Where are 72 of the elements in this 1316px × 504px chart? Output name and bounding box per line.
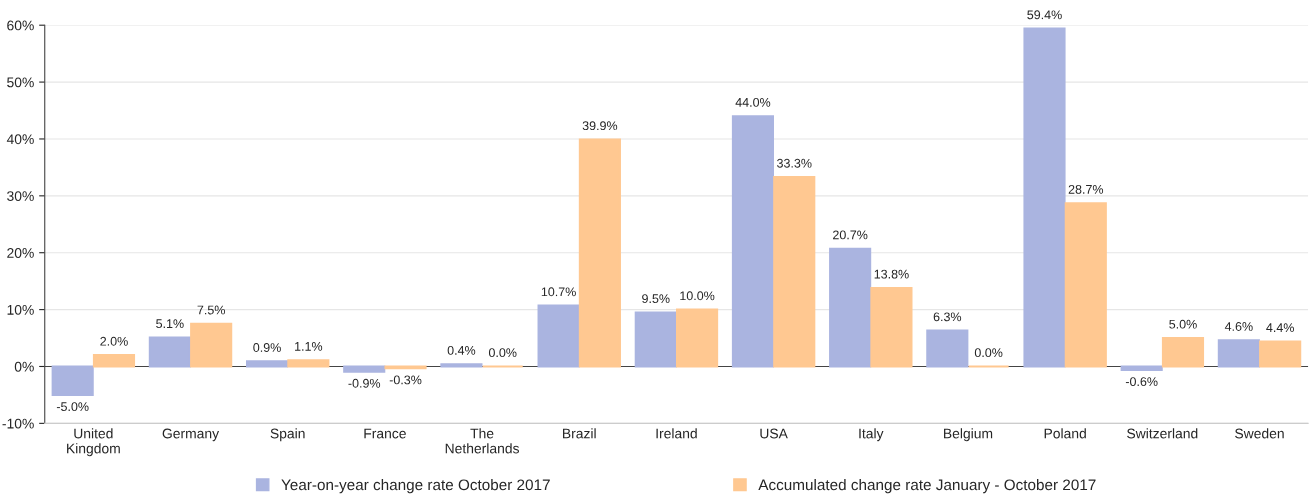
bar — [829, 247, 872, 368]
bar — [190, 322, 233, 368]
data-label: 10.0% — [680, 291, 715, 301]
legend-label: Year-on-year change rate October 2017 — [281, 479, 550, 494]
bar — [634, 311, 677, 368]
data-label: 6.3% — [933, 312, 962, 322]
bar — [773, 176, 816, 368]
y-tick-label: 30% — [7, 191, 34, 202]
x-tick-label: Switzerland — [1127, 428, 1198, 439]
bar — [245, 360, 289, 368]
bar — [148, 336, 191, 368]
data-label: 4.4% — [1266, 323, 1294, 332]
x-tick-label: Spain — [270, 428, 305, 442]
bar — [1064, 202, 1107, 368]
bar — [731, 115, 775, 368]
y-tick-label: 10% — [7, 304, 34, 315]
data-label: -0.6% — [1125, 377, 1158, 387]
x-tick-label: Italy — [859, 428, 884, 442]
y-tick-label: 0% — [14, 361, 34, 372]
data-label: 33.3% — [777, 158, 812, 168]
bar — [1217, 339, 1260, 368]
data-label: 59.4% — [1027, 10, 1062, 20]
legend-label: Accumulated change rate January - October 2017 — [758, 479, 1096, 494]
y-tick-label: -10% — [2, 418, 34, 429]
data-label: 13.8% — [874, 269, 909, 279]
bar — [1120, 365, 1163, 371]
x-tick-label: Germany — [162, 428, 220, 442]
x-tick-label: Sweden — [1235, 428, 1284, 439]
data-label: 10.7% — [541, 287, 576, 297]
x-tick-label: USA — [760, 428, 788, 439]
data-label: 0.9% — [253, 343, 281, 352]
bar — [870, 286, 913, 368]
x-tick-label: Belgium — [944, 428, 993, 442]
bar — [1259, 340, 1302, 368]
y-tick-label: 50% — [7, 77, 34, 88]
bar — [926, 329, 969, 368]
x-tick-label: Poland — [1044, 428, 1086, 439]
bar — [440, 363, 483, 368]
x-tick-label: France — [364, 428, 406, 439]
data-label: -0.9% — [348, 378, 381, 388]
bar — [1023, 27, 1066, 368]
bar — [92, 354, 136, 368]
data-label: 5.1% — [156, 319, 184, 329]
data-label: 9.5% — [642, 294, 670, 304]
data-label: -5.0% — [56, 402, 89, 412]
data-label: 7.5% — [197, 305, 225, 315]
x-tick-label: Brazil — [563, 428, 596, 439]
bar — [537, 304, 580, 368]
bar — [676, 308, 719, 368]
data-label: 44.0% — [735, 97, 771, 107]
data-label: 0.0% — [974, 348, 1003, 358]
bar — [51, 365, 94, 396]
data-label: 28.7% — [1068, 184, 1104, 194]
bar — [578, 138, 621, 368]
data-label: 39.9% — [582, 121, 618, 131]
data-label: 20.7% — [833, 230, 868, 240]
bar — [287, 359, 330, 368]
bar — [1161, 337, 1205, 368]
y-tick-label: 40% — [6, 134, 34, 145]
x-tick-label: Ireland — [656, 428, 697, 439]
data-label: -0.3% — [389, 375, 422, 385]
data-label: 4.6% — [1224, 322, 1253, 331]
y-tick-label: 60% — [7, 20, 34, 31]
x-tick-label: United Kingdom — [67, 428, 120, 457]
y-tick-label: 20% — [7, 248, 34, 258]
data-label: 2.0% — [100, 336, 128, 346]
data-label: 0.4% — [447, 345, 476, 355]
data-label: 0.0% — [488, 348, 517, 358]
x-tick-label: The Netherlands — [445, 428, 520, 454]
data-label: 1.1% — [295, 342, 323, 351]
bar — [343, 365, 386, 373]
data-label: 5.0% — [1169, 319, 1197, 329]
